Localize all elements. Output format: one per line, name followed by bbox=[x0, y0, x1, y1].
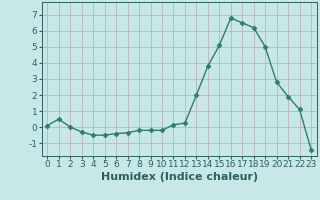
X-axis label: Humidex (Indice chaleur): Humidex (Indice chaleur) bbox=[100, 172, 258, 182]
